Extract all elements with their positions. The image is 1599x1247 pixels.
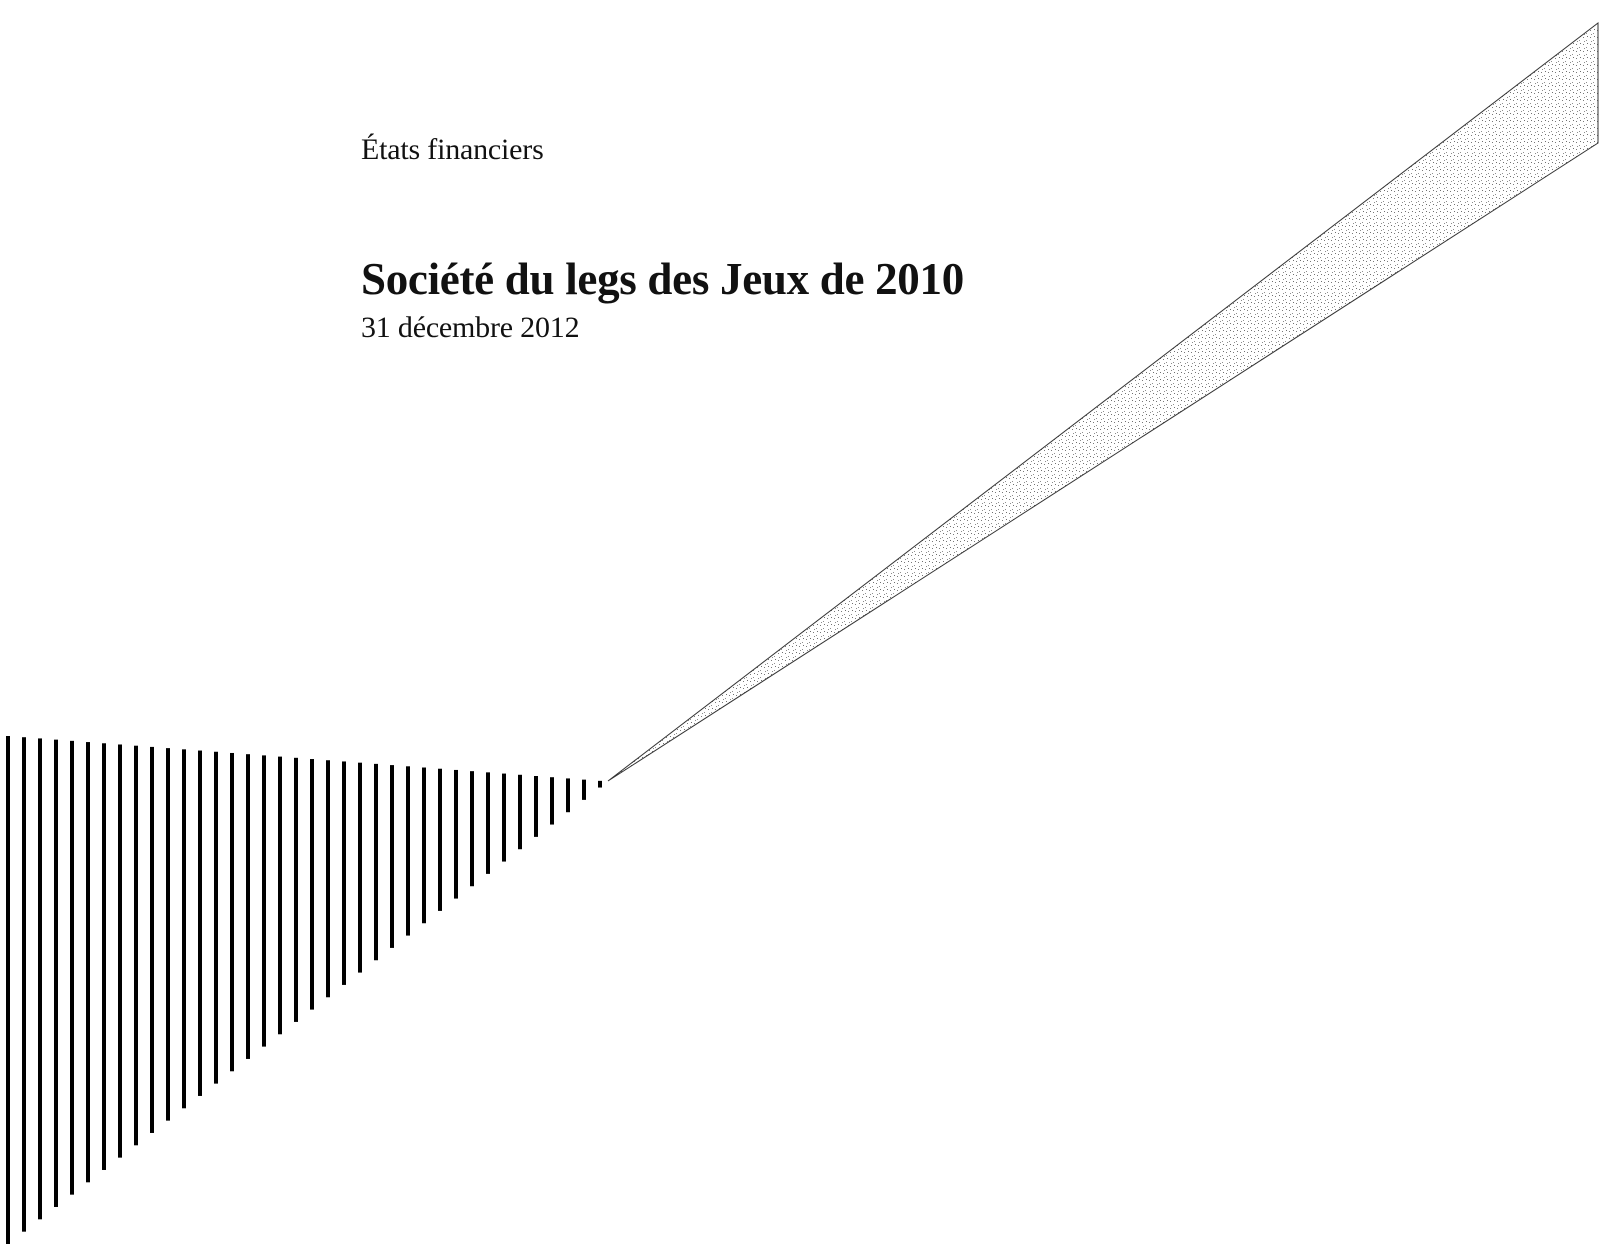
stripe bbox=[54, 739, 58, 1207]
stripe bbox=[86, 742, 90, 1183]
stripe bbox=[214, 751, 218, 1084]
stripe bbox=[198, 750, 202, 1096]
stripe bbox=[22, 737, 26, 1232]
stripe bbox=[278, 756, 282, 1035]
document-type: États financiers bbox=[361, 133, 544, 166]
stripe bbox=[438, 768, 442, 911]
stripe bbox=[38, 738, 42, 1220]
document-title: Société du legs des Jeux de 2010 bbox=[361, 254, 964, 304]
stripe bbox=[294, 757, 298, 1022]
stripe bbox=[230, 752, 234, 1072]
stripe bbox=[518, 774, 522, 850]
stripe bbox=[502, 773, 506, 862]
stripe bbox=[6, 736, 10, 1244]
stripe bbox=[374, 763, 378, 961]
stripe bbox=[566, 778, 570, 813]
stripe bbox=[166, 748, 170, 1121]
stripe bbox=[486, 772, 490, 874]
speckled-wedge-graphic bbox=[607, 21, 1599, 782]
stripe bbox=[358, 762, 362, 973]
stripe bbox=[150, 746, 154, 1133]
stripe bbox=[550, 777, 554, 825]
stripe bbox=[134, 745, 138, 1146]
document-date: 31 décembre 2012 bbox=[361, 311, 580, 344]
stripe bbox=[390, 765, 394, 948]
stripe bbox=[406, 766, 410, 936]
stripe bbox=[262, 755, 266, 1047]
stripe bbox=[342, 761, 346, 985]
stripe bbox=[102, 743, 106, 1170]
stripe bbox=[422, 767, 426, 924]
stripe bbox=[598, 780, 602, 788]
stripe bbox=[470, 771, 474, 887]
stripe bbox=[310, 759, 314, 1010]
stripe bbox=[118, 744, 122, 1158]
stripe bbox=[70, 740, 74, 1195]
stripe bbox=[534, 776, 538, 837]
stripe bbox=[454, 769, 458, 899]
stripe bbox=[326, 760, 330, 998]
vertical-stripes-graphic bbox=[6, 736, 602, 1244]
stripe bbox=[582, 779, 586, 800]
stripe bbox=[246, 754, 250, 1059]
stripe bbox=[182, 749, 186, 1109]
